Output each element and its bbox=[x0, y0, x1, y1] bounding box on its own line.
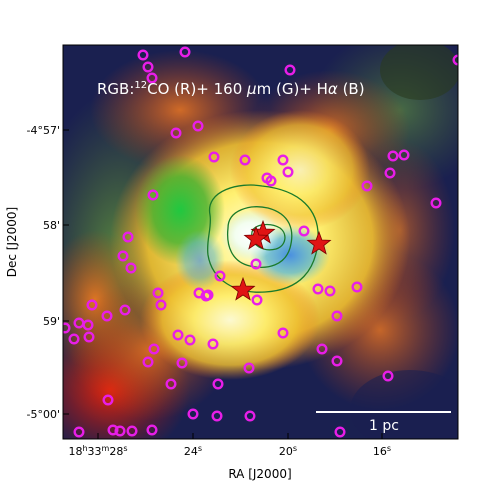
circle-marker bbox=[148, 343, 160, 355]
circle-marker bbox=[207, 338, 219, 350]
circle-marker bbox=[382, 370, 394, 382]
circle-marker bbox=[192, 120, 204, 132]
circle-marker bbox=[211, 410, 223, 422]
circle-marker bbox=[384, 167, 396, 179]
circle-marker bbox=[187, 408, 199, 420]
circle-marker bbox=[316, 343, 328, 355]
circle-marker bbox=[165, 378, 177, 390]
circle-marker bbox=[114, 425, 126, 437]
circle-marker bbox=[172, 329, 184, 341]
circle-marker bbox=[170, 127, 182, 139]
circle-marker bbox=[202, 289, 214, 301]
circle-marker bbox=[398, 149, 410, 161]
circle-marker bbox=[251, 294, 263, 306]
circle-marker bbox=[214, 270, 226, 282]
circle-marker bbox=[176, 357, 188, 369]
circle-marker bbox=[282, 166, 294, 178]
circle-marker bbox=[212, 378, 224, 390]
circle-marker bbox=[430, 197, 442, 209]
circle-marker bbox=[312, 283, 324, 295]
circle-marker bbox=[63, 322, 71, 334]
star-marker bbox=[230, 276, 256, 301]
axis-ticks bbox=[63, 129, 383, 439]
circle-marker bbox=[117, 250, 129, 262]
scale-bar: 1 pc bbox=[316, 411, 451, 434]
circle-marker bbox=[68, 333, 80, 345]
circle-marker bbox=[142, 61, 154, 73]
circle-marker bbox=[298, 225, 310, 237]
y-tick-labels: -4°57' 58' 59' -5°00' bbox=[27, 124, 61, 421]
x-tick-label: 20s bbox=[279, 444, 297, 458]
circle-marker bbox=[125, 262, 137, 274]
contour-middle bbox=[226, 206, 293, 268]
circle-marker bbox=[331, 310, 343, 322]
circle-marker bbox=[184, 334, 196, 346]
circle-marker bbox=[452, 54, 458, 66]
circle-marker bbox=[73, 426, 85, 438]
y-tick-label: 59' bbox=[43, 315, 60, 328]
circle-marker bbox=[324, 285, 336, 297]
star-marker bbox=[243, 225, 269, 250]
circle-marker bbox=[334, 426, 346, 438]
circle-marker bbox=[82, 319, 94, 331]
circle-markers bbox=[63, 46, 458, 438]
figure-title: RGB:12CO (R)+ 160 μm (G)+ Hα (B) bbox=[97, 80, 365, 98]
circle-marker bbox=[102, 394, 114, 406]
circle-marker bbox=[86, 299, 98, 311]
circle-marker bbox=[244, 410, 256, 422]
circle-marker bbox=[146, 424, 158, 436]
x-tick-label: 24s bbox=[184, 444, 202, 458]
circle-marker bbox=[239, 154, 251, 166]
circle-marker bbox=[208, 151, 220, 163]
circle-marker bbox=[243, 362, 255, 374]
y-tick-label: 58' bbox=[43, 219, 60, 232]
circle-marker bbox=[107, 424, 119, 436]
circle-marker bbox=[250, 258, 262, 270]
circle-marker bbox=[83, 331, 95, 343]
circle-marker bbox=[351, 281, 363, 293]
star-marker bbox=[306, 230, 332, 255]
circle-marker bbox=[179, 46, 191, 58]
circle-marker bbox=[277, 154, 289, 166]
circle-marker bbox=[152, 287, 164, 299]
circle-marker bbox=[387, 150, 399, 162]
contour-outer bbox=[206, 184, 319, 293]
circle-marker bbox=[277, 327, 289, 339]
circle-marker bbox=[265, 175, 277, 187]
circle-marker bbox=[137, 49, 149, 61]
y-axis-label: Dec [J2000] bbox=[5, 207, 19, 277]
circle-marker bbox=[146, 72, 158, 84]
star-markers bbox=[230, 219, 332, 301]
y-tick-label: -5°00' bbox=[27, 408, 61, 421]
circle-marker bbox=[284, 64, 296, 76]
circle-marker bbox=[361, 180, 373, 192]
circle-marker bbox=[101, 310, 113, 322]
y-tick-label: -4°57' bbox=[27, 124, 61, 137]
x-tick-label: 16s bbox=[373, 444, 391, 458]
x-tick-label: 18h33m28s bbox=[68, 444, 127, 458]
x-axis-label: RA [J2000] bbox=[228, 467, 291, 481]
circle-marker bbox=[122, 231, 134, 243]
axes-frame bbox=[62, 44, 459, 440]
circle-marker bbox=[331, 355, 343, 367]
x-tick-labels: 18h33m28s 24s 20s 16s bbox=[68, 444, 391, 458]
circle-marker bbox=[119, 304, 131, 316]
circle-marker bbox=[155, 299, 167, 311]
circle-marker bbox=[147, 189, 159, 201]
circle-marker bbox=[142, 356, 154, 368]
scale-bar-label: 1 pc bbox=[369, 418, 399, 434]
circle-marker bbox=[126, 425, 138, 437]
